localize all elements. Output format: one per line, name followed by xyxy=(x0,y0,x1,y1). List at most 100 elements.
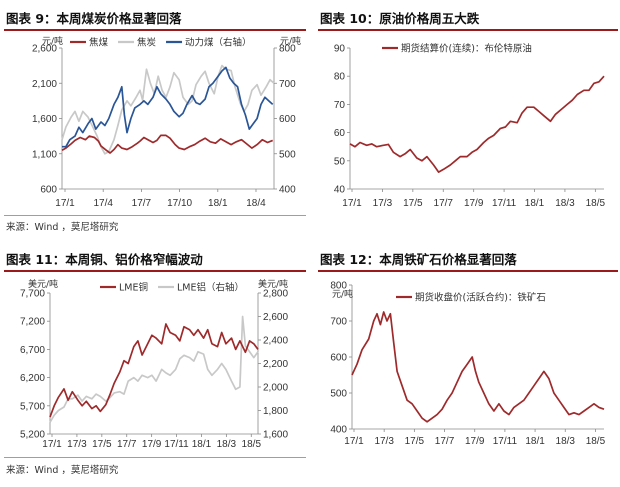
series-line-1 xyxy=(61,64,275,155)
x-tick-label: 17/11 xyxy=(492,198,517,209)
y-right-tick-label: 2,600 xyxy=(263,312,288,323)
y-tick-label: 800 xyxy=(330,281,347,292)
x-tick-label: 17/3 xyxy=(67,439,87,450)
title-rule xyxy=(318,270,618,272)
x-tick-label: 17/11 xyxy=(164,439,189,450)
y-tick-label: 6,200 xyxy=(20,373,45,384)
title-rule xyxy=(4,29,306,31)
y-tick-label: 70 xyxy=(334,100,346,111)
source-rule xyxy=(4,457,306,458)
x-tick-label: 18/5 xyxy=(242,439,262,450)
y-tick-label: 5,700 xyxy=(20,401,45,412)
legend-label: 期货收盘价(活跃合约)：铁矿石 xyxy=(415,292,546,304)
series-line-2 xyxy=(62,66,274,148)
y-right-tick-label: 800 xyxy=(279,44,296,55)
x-tick-label: 18/3 xyxy=(555,198,575,209)
y-right-tick-label: 2,800 xyxy=(263,289,288,300)
title-rule xyxy=(4,270,306,272)
legend-label: 焦炭 xyxy=(137,37,157,49)
x-tick-label: 17/1 xyxy=(342,198,362,209)
source-note: 来源：Wind ，莫尼塔研究 xyxy=(6,222,119,233)
x-tick-label: 17/7 xyxy=(117,439,137,450)
panel-title: 图表 10：原油价格周五大跌 xyxy=(320,11,480,26)
y-tick-label: 7,700 xyxy=(20,289,45,300)
y-tick-label: 500 xyxy=(330,389,347,400)
x-tick-label: 17/5 xyxy=(405,436,425,447)
series-line-0 xyxy=(349,75,605,173)
x-tick-label: 18/3 xyxy=(556,436,576,447)
y-tick-label: 400 xyxy=(330,425,347,436)
x-tick-label: 17/7 xyxy=(132,198,152,209)
panel-title: 图表 12：本周铁矿石价格显著回落 xyxy=(320,252,517,267)
x-tick-label: 17/9 xyxy=(464,198,484,209)
y-right-tick-label: 500 xyxy=(279,149,296,160)
x-tick-label: 17/3 xyxy=(374,436,394,447)
series-line-1 xyxy=(49,315,259,423)
y-tick-label: 1,600 xyxy=(32,114,57,125)
y-tick-label: 50 xyxy=(334,156,346,167)
legend-label: 焦煤 xyxy=(89,37,109,49)
y-right-tick-label: 2,000 xyxy=(263,383,288,394)
x-tick-label: 17/3 xyxy=(373,198,393,209)
series-line-0 xyxy=(61,134,274,154)
y-tick-label: 1,100 xyxy=(32,149,57,160)
y-right-tick-label: 600 xyxy=(279,114,296,125)
x-tick-label: 18/1 xyxy=(525,436,545,447)
x-tick-label: 17/11 xyxy=(493,436,518,447)
iron-ore-chart: 400 500 600 700 800 17/1 17/3 17/5 17/7 17/9 17/11… xyxy=(330,281,606,448)
y-left-unit: 美元/吨 xyxy=(28,278,58,290)
x-tick-label: 17/1 xyxy=(344,436,364,447)
y-tick-label: 5,200 xyxy=(20,430,45,441)
y-right-unit: 元/吨 xyxy=(280,35,301,47)
y-right-tick-label: 2,200 xyxy=(263,359,288,370)
panel-title: 图表 11：本周铜、铝价格窄幅波动 xyxy=(6,252,203,267)
y-tick-label: 600 xyxy=(330,353,347,364)
panel-coal: 图表 9：本周煤炭价格显著回落 600 1,100 1,600 2,100 2,600 4… xyxy=(0,0,310,233)
x-tick-label: 17/7 xyxy=(434,198,454,209)
y-right-unit: 美元/吨 xyxy=(258,278,288,290)
legend-label: 期货结算价(连续)：布伦特原油 xyxy=(401,43,532,55)
x-tick-label: 18/1 xyxy=(208,198,228,209)
series-line-0 xyxy=(351,311,605,423)
x-tick-label: 18/4 xyxy=(246,198,266,209)
y-tick-label: 2,100 xyxy=(32,79,57,90)
source-note: 来源：Wind ，莫尼塔研究 xyxy=(6,465,119,476)
y-tick-label: 80 xyxy=(334,72,346,83)
legend-label: LME铝（右轴） xyxy=(177,282,244,294)
y-tick-label: 600 xyxy=(40,185,57,196)
y-tick-label: 700 xyxy=(330,317,347,328)
x-tick-label: 17/10 xyxy=(167,198,192,209)
y-tick-label: 40 xyxy=(334,185,346,196)
coal-chart: 600 1,100 1,600 2,100 2,600 400 500 600 700 800 17… xyxy=(32,35,301,209)
y-right-tick-label: 400 xyxy=(279,185,296,196)
y-tick-label: 60 xyxy=(334,128,346,139)
panel-iron-ore: 图表 12：本周铁矿石价格显著回落 400 500 600 700 800 17/1 17/… xyxy=(312,243,620,487)
x-tick-label: 17/5 xyxy=(403,198,423,209)
x-tick-label: 18/5 xyxy=(586,436,606,447)
legend-label: 动力煤（右轴） xyxy=(185,37,252,49)
x-tick-label: 18/1 xyxy=(525,198,545,209)
x-tick-label: 17/9 xyxy=(142,439,162,450)
y-right-tick-label: 700 xyxy=(279,79,296,90)
y-right-tick-label: 1,600 xyxy=(263,430,288,441)
series-line-0 xyxy=(49,323,259,418)
crude-chart: 40 50 60 70 80 90 17/1 17/3 17/5 17/7 17/9 17/11 18/… xyxy=(334,43,606,210)
y-right-tick-label: 1,800 xyxy=(263,406,288,417)
x-tick-label: 17/7 xyxy=(435,436,455,447)
x-tick-label: 17/1 xyxy=(55,198,75,209)
x-tick-label: 18/5 xyxy=(586,198,606,209)
y-tick-label: 7,200 xyxy=(20,317,45,328)
y-right-tick-label: 2,400 xyxy=(263,336,288,347)
x-tick-label: 18/3 xyxy=(217,439,237,450)
y-tick-label: 2,600 xyxy=(32,44,57,55)
panel-metals: 图表 11：本周铜、铝价格窄幅波动 5,200 5,700 6,200 6,700 7,… xyxy=(0,243,310,487)
panel-crude: 图表 10：原油价格周五大跌 40 50 60 70 80 90 17/1 17/3 17/5 1… xyxy=(312,0,620,232)
panel-title: 图表 9：本周煤炭价格显著回落 xyxy=(6,11,182,26)
title-rule xyxy=(318,29,618,31)
legend-label: LME铜 xyxy=(119,282,148,294)
y-tick-label: 6,700 xyxy=(20,345,45,356)
source-rule xyxy=(4,215,306,216)
x-tick-label: 17/4 xyxy=(93,198,113,209)
x-tick-label: 17/5 xyxy=(92,439,112,450)
y-left-unit: 元/吨 xyxy=(332,288,353,300)
